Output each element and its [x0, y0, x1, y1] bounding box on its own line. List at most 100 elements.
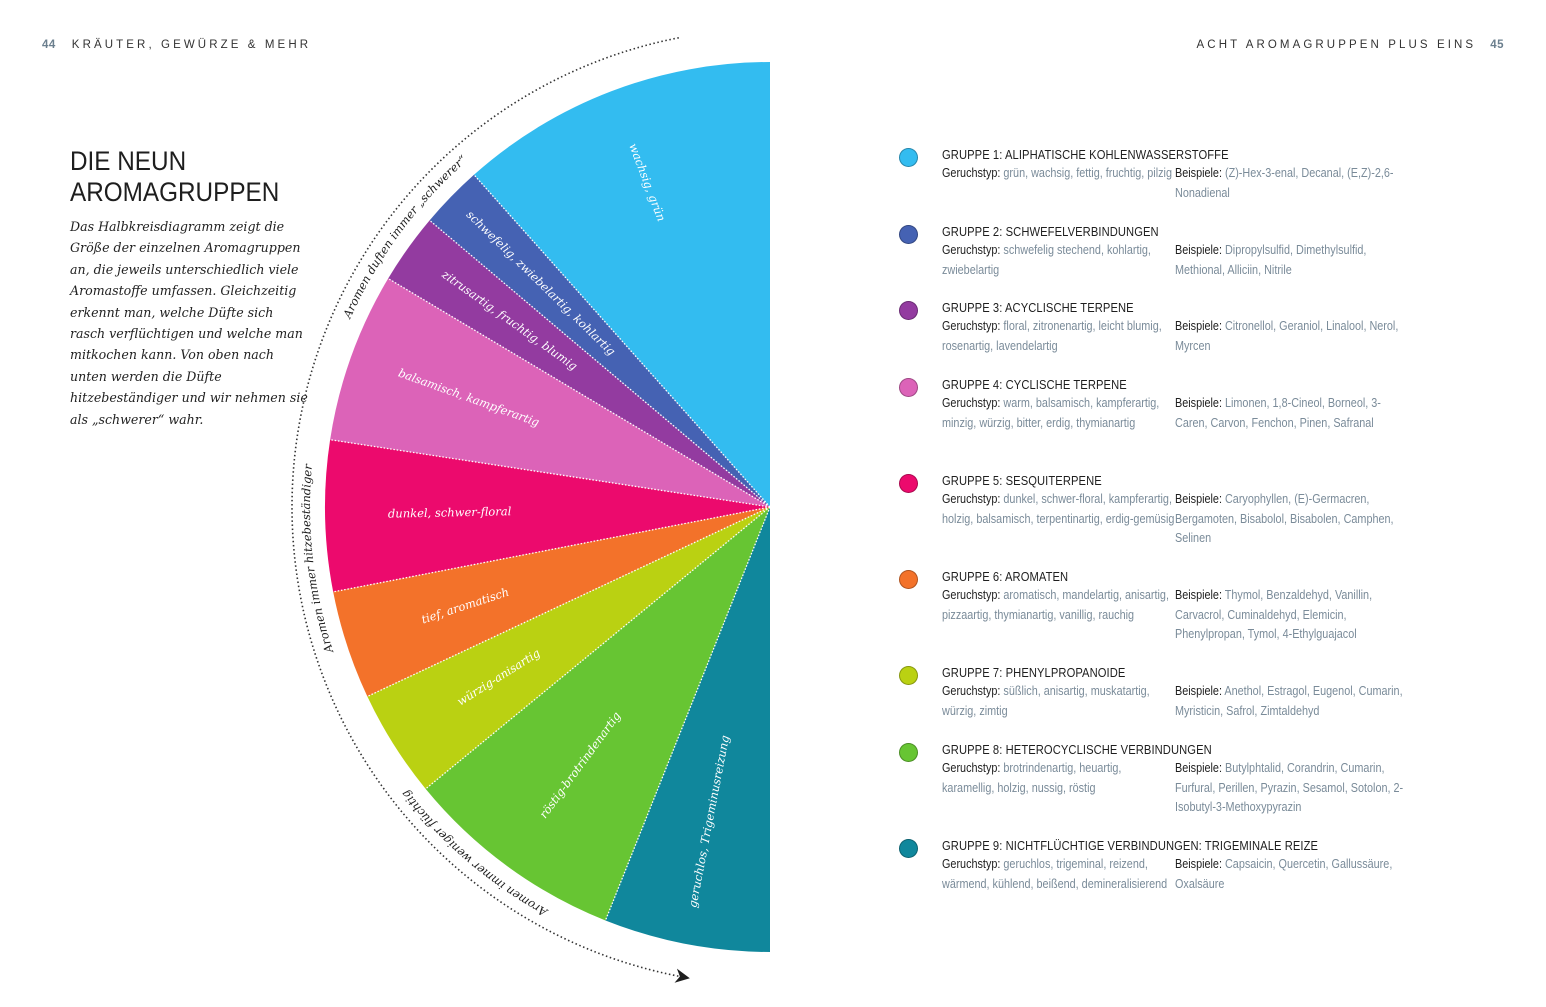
chart-slice-7 — [367, 507, 770, 789]
legend-group-4: GRUPPE 4: CYCLISCHE TERPENE Geruchstyp: … — [897, 376, 1450, 433]
group-title: GRUPPE 1: ALIPHATISCHE KOHLENWASSERSTOFF… — [942, 147, 1229, 162]
group-examples: Beispiele: Butylphtalid, Corandrin, Cuma… — [1175, 759, 1412, 818]
group-examples: Beispiele: Caryophyllen, (E)-Germacren, … — [1175, 490, 1412, 549]
page-title: DIE NEUN AROMAGRUPPEN — [70, 146, 279, 208]
examples-value: Caryophyllen, (E)-Germacren, Bergamoten,… — [1175, 492, 1394, 545]
running-head-right: ACHT AROMAGRUPPEN PLUS EINS 45 — [1197, 39, 1504, 51]
examples-value: Capsaicin, Quercetin, Gallussäure, Oxals… — [1175, 857, 1393, 891]
odor-type-value: geruchlos, trigeminal, reizend, wärmend,… — [942, 857, 1168, 891]
page-title-line-1: DIE NEUN — [70, 146, 187, 176]
group-examples: Beispiele: Anethol, Estragol, Eugenol, C… — [1175, 682, 1412, 721]
odor-type-label: Geruchstyp: — [942, 319, 1001, 333]
odor-type-label: Geruchstyp: — [942, 761, 1001, 775]
group-odor-type: Geruchstyp: floral, zitronenartig, leich… — [942, 317, 1176, 356]
legend-group-6: GRUPPE 6: AROMATEN Geruchstyp: aromatisc… — [897, 568, 1450, 645]
slice-label-5: dunkel, schwer-floral — [388, 504, 512, 520]
odor-type-value: floral, zitronenartig, leicht blumig, ro… — [942, 319, 1162, 353]
slice-separator — [425, 506, 771, 790]
examples-value: (Z)-Hex-3-enal, Decanal, (E,Z)-2,6-Nonad… — [1175, 166, 1394, 200]
chart-slice-9 — [605, 507, 770, 952]
group-odor-type: Geruchstyp: grün, wachsig, fettig, fruch… — [942, 164, 1176, 203]
examples-label: Beispiele: — [1175, 588, 1222, 602]
group-title: GRUPPE 4: CYCLISCHE TERPENE — [942, 377, 1127, 392]
odor-type-value: aromatisch, mandelartig, anisartig, pizz… — [942, 588, 1169, 622]
examples-label: Beispiele: — [1175, 857, 1222, 871]
odor-type-value: warm, balsamisch, kampferartig, minzig, … — [942, 396, 1160, 430]
group-examples: Beispiele: Thymol, Benzaldehyd, Vanillin… — [1175, 586, 1412, 645]
group-title: GRUPPE 9: NICHTFLÜCHTIGE VERBINDUNGEN: T… — [942, 838, 1319, 853]
group-odor-type: Geruchstyp: warm, balsamisch, kampferart… — [942, 394, 1176, 433]
examples-value: Anethol, Estragol, Eugenol, Cumarin, Myr… — [1175, 684, 1403, 718]
group-odor-type: Geruchstyp: schwefelig stechend, kohlart… — [942, 241, 1176, 280]
section-title: ACHT AROMAGRUPPEN PLUS EINS — [1196, 39, 1477, 51]
odor-type-label: Geruchstyp: — [942, 857, 1001, 871]
group-odor-type: Geruchstyp: süßlich, anisartig, muskatar… — [942, 682, 1176, 721]
odor-type-value: brotrindenartig, heuartig, karamellig, h… — [942, 761, 1122, 795]
chart-slice-3 — [388, 220, 770, 507]
group-color-dot — [899, 378, 918, 397]
group-color-dot — [899, 839, 918, 858]
examples-label: Beispiele: — [1175, 243, 1222, 257]
chart-slices — [325, 62, 771, 952]
chapter-title: KRÄUTER, GEWÜRZE & MEHR — [71, 39, 312, 51]
chart-slice-4 — [330, 278, 770, 507]
group-title: GRUPPE 5: SESQUITERPENE — [942, 473, 1102, 488]
chart-slice-5 — [325, 439, 770, 592]
examples-value: Butylphtalid, Corandrin, Cumarin, Furfur… — [1175, 761, 1404, 814]
group-title: GRUPPE 8: HETEROCYCLISCHE VERBINDUNGEN — [942, 742, 1212, 757]
group-color-dot — [899, 743, 918, 762]
odor-type-label: Geruchstyp: — [942, 684, 1001, 698]
slice-separator — [333, 506, 771, 593]
odor-type-value: grün, wachsig, fettig, fruchtig, pilzig — [1003, 166, 1172, 180]
chart-slice-1 — [473, 62, 770, 507]
group-examples: Beispiele: Citronellol, Geraniol, Linalo… — [1175, 317, 1412, 356]
group-odor-type: Geruchstyp: dunkel, schwer-floral, kampf… — [942, 490, 1176, 549]
page-number-left: 44 — [42, 39, 56, 51]
examples-value: Limonen, 1,8-Cineol, Borneol, 3-Caren, C… — [1175, 396, 1381, 430]
odor-type-label: Geruchstyp: — [942, 166, 1001, 180]
group-examples: Beispiele: (Z)-Hex-3-enal, Decanal, (E,Z… — [1175, 164, 1412, 203]
intro-text: Das Halbkreisdiagramm zeigt die Größe de… — [70, 219, 308, 427]
slice-separator — [330, 439, 771, 508]
group-examples: Beispiele: Dipropylsulfid, Dimethylsulfi… — [1175, 241, 1412, 280]
legend-group-8: GRUPPE 8: HETEROCYCLISCHE VERBINDUNGEN G… — [897, 741, 1450, 818]
examples-label: Beispiele: — [1175, 492, 1222, 506]
slice-separator — [367, 506, 771, 698]
page-number-right: 45 — [1490, 39, 1504, 51]
legend-group-9: GRUPPE 9: NICHTFLÜCHTIGE VERBINDUNGEN: T… — [897, 837, 1450, 894]
odor-type-label: Geruchstyp: — [942, 492, 1001, 506]
odor-type-value: süßlich, anisartig, muskatartig, würzig,… — [942, 684, 1150, 718]
group-color-dot — [899, 570, 918, 589]
group-color-dot — [899, 301, 918, 320]
legend-group-7: GRUPPE 7: PHENYLPROPANOIDE Geruchstyp: s… — [897, 664, 1450, 721]
slice-separator — [604, 506, 771, 921]
group-color-dot — [899, 474, 918, 493]
group-odor-type: Geruchstyp: geruchlos, trigeminal, reize… — [942, 855, 1176, 894]
group-odor-type: Geruchstyp: aromatisch, mandelartig, ani… — [942, 586, 1176, 645]
chart-slice-8 — [425, 507, 770, 921]
odor-type-label: Geruchstyp: — [942, 396, 1001, 410]
slice-separator — [473, 174, 771, 508]
group-title: GRUPPE 7: PHENYLPROPANOIDE — [942, 665, 1126, 680]
odor-type-label: Geruchstyp: — [942, 243, 1001, 257]
examples-value: Dipropylsulfid, Dimethylsulfid, Methiona… — [1175, 243, 1367, 277]
legend-group-2: GRUPPE 2: SCHWEFELVERBINDUNGEN Geruchsty… — [897, 223, 1450, 280]
examples-value: Thymol, Benzaldehyd, Vanillin, Carvacrol… — [1175, 588, 1373, 641]
group-title: GRUPPE 3: ACYCLISCHE TERPENE — [942, 300, 1134, 315]
group-odor-type: Geruchstyp: brotrindenartig, heuartig, k… — [942, 759, 1176, 818]
group-color-dot — [899, 666, 918, 685]
chart-slice-6 — [333, 507, 770, 697]
examples-label: Beispiele: — [1175, 761, 1222, 775]
chart-slice-2 — [429, 174, 770, 507]
group-color-dot — [899, 225, 918, 244]
group-examples: Beispiele: Capsaicin, Quercetin, Galluss… — [1175, 855, 1412, 894]
examples-label: Beispiele: — [1175, 166, 1222, 180]
legend-group-5: GRUPPE 5: SESQUITERPENE Geruchstyp: dunk… — [897, 472, 1450, 549]
group-title: GRUPPE 2: SCHWEFELVERBINDUNGEN — [942, 224, 1159, 239]
examples-label: Beispiele: — [1175, 319, 1222, 333]
examples-label: Beispiele: — [1175, 684, 1222, 698]
page-title-line-2: AROMAGRUPPEN — [70, 177, 280, 207]
examples-label: Beispiele: — [1175, 396, 1222, 410]
running-head-left: 44 KRÄUTER, GEWÜRZE & MEHR — [42, 39, 311, 51]
